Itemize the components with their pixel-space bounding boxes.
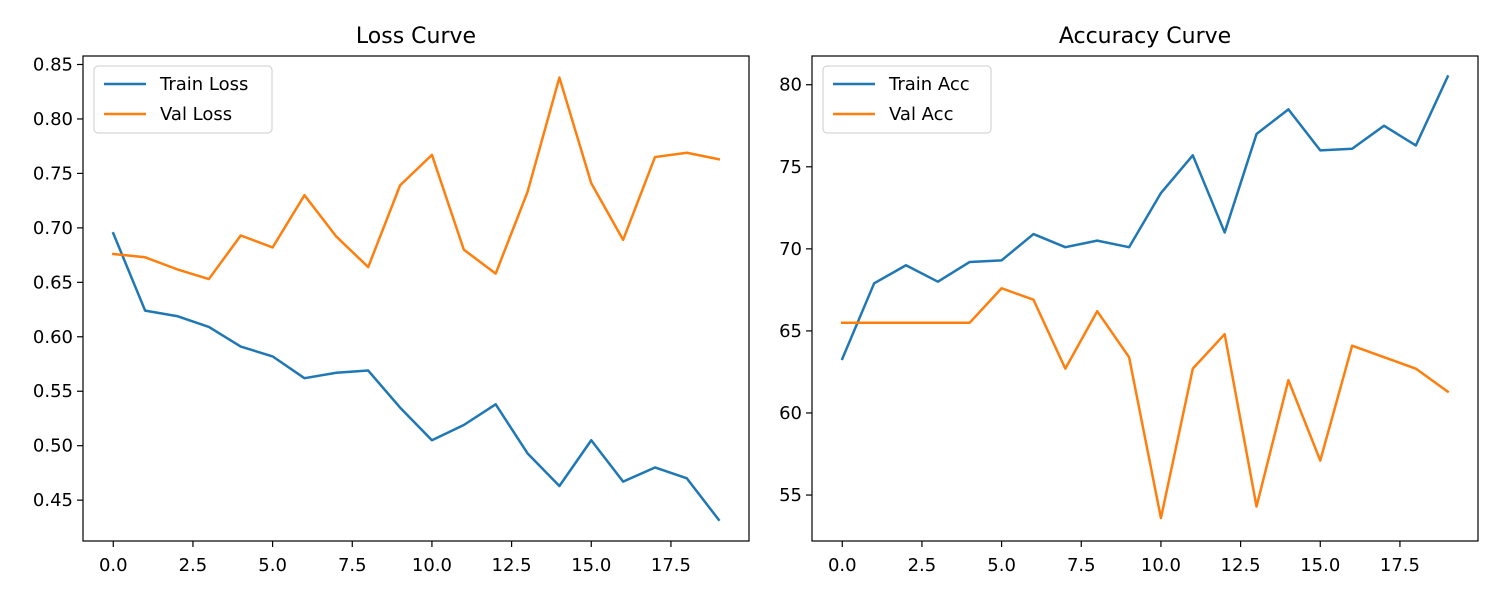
series-line-val-acc (841, 286, 1450, 520)
chart-title: Loss Curve (356, 24, 476, 49)
series-line-val-loss (111, 76, 721, 281)
loss-curve-panel: Loss Curve 0.450.500.550.600.650.700.750… (33, 24, 750, 576)
y-tick-label: 0.85 (33, 54, 73, 75)
y-tick-label: 75 (779, 157, 802, 178)
accuracy-curve-panel: Accuracy Curve 55 60 65 70 75 80 0.0 2.5 5.0 7.5… (779, 24, 1479, 576)
legend-label-train-loss: Train Loss (159, 74, 248, 95)
axes-frame (811, 55, 1479, 542)
x-axis-ticks: 0.0 2.5 5.0 7.5 10.0 12.5 15.0 17.5 (99, 541, 691, 576)
y-tick-label: 0.75 (33, 163, 73, 184)
y-axis-ticks: 55 60 65 70 75 80 (779, 75, 812, 506)
y-tick-label: 60 (779, 403, 802, 424)
legend-label-val-loss: Val Loss (160, 104, 232, 125)
x-tick-label: 10.0 (1141, 555, 1181, 576)
axes-frame (82, 55, 750, 542)
legend: Train Loss Val Loss (93, 65, 273, 134)
legend-label-val-acc: Val Acc (889, 104, 953, 125)
series-lines (840, 74, 1450, 520)
x-tick-label: 10.0 (412, 555, 452, 576)
y-tick-label: 70 (779, 239, 802, 260)
legend: Train Acc Val Acc (822, 65, 992, 134)
y-tick-label: 55 (779, 485, 802, 506)
y-tick-label: 0.65 (33, 272, 73, 293)
y-tick-label: 0.80 (33, 109, 73, 130)
y-tick-label: 0.45 (33, 490, 73, 511)
x-tick-label: 17.5 (651, 555, 691, 576)
y-tick-label: 0.60 (33, 327, 73, 348)
x-tick-label: 7.5 (1067, 555, 1096, 576)
x-tick-label: 0.0 (828, 555, 857, 576)
x-tick-label: 12.5 (1221, 555, 1261, 576)
x-tick-label: 5.0 (987, 555, 1016, 576)
x-tick-label: 17.5 (1380, 555, 1420, 576)
y-tick-label: 0.50 (33, 436, 73, 457)
legend-label-train-acc: Train Acc (888, 74, 970, 95)
chart-title: Accuracy Curve (1059, 24, 1231, 49)
x-tick-label: 12.5 (492, 555, 532, 576)
x-tick-label: 5.0 (258, 555, 287, 576)
x-tick-label: 15.0 (571, 555, 611, 576)
y-tick-label: 0.70 (33, 218, 73, 239)
y-axis-ticks: 0.45 0.50 0.55 0.60 0.65 0.70 0.75 0.80 0.85 (33, 54, 83, 511)
series-lines (111, 76, 721, 522)
series-line-train-loss (111, 231, 721, 522)
y-tick-label: 0.55 (33, 381, 73, 402)
y-tick-label: 65 (779, 321, 802, 342)
x-tick-label: 2.5 (908, 555, 937, 576)
x-tick-label: 7.5 (338, 555, 367, 576)
x-tick-label: 15.0 (1300, 555, 1340, 576)
series-line-train-acc (840, 74, 1450, 361)
plot-area (83, 56, 749, 541)
y-tick-label: 80 (779, 75, 802, 96)
x-tick-label: 2.5 (179, 555, 208, 576)
x-axis-ticks: 0.0 2.5 5.0 7.5 10.0 12.5 15.0 17.5 (828, 541, 1420, 576)
x-tick-label: 0.0 (99, 555, 128, 576)
